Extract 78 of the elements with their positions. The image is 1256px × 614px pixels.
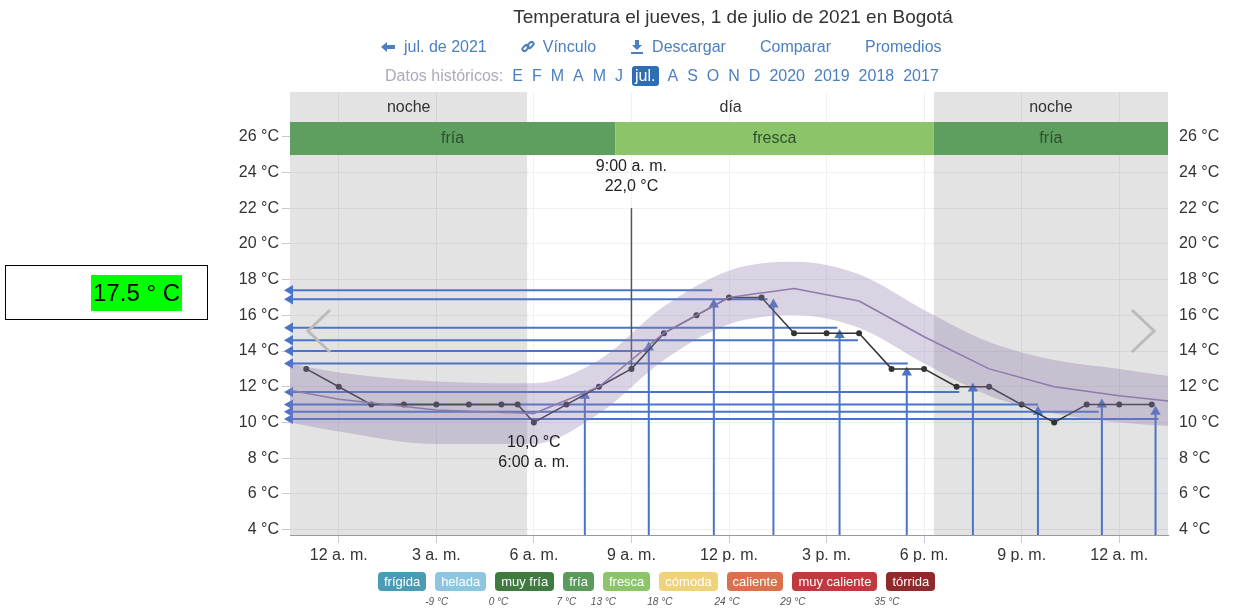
chart-title: Temperatura el jueves, 1 de julio de 2021 en Bogotá (512, 6, 954, 28)
text: cómoda (659, 572, 718, 591)
y2-tick-label: 8 °C (1179, 448, 1211, 466)
text: 7 °C (556, 596, 577, 607)
text: S (687, 67, 698, 85)
y-tick-label: 20 °C (238, 234, 279, 252)
text: N (728, 67, 740, 85)
y-tick-label: 10 °C (238, 412, 279, 430)
text: M (550, 67, 565, 85)
text: Promedios (865, 38, 942, 56)
x-tick-label: 12 a. m. (309, 546, 368, 564)
y2-tick-label: 14 °C (1179, 341, 1220, 359)
y-tick-label: 14 °C (238, 341, 279, 359)
annotation: 10,0 °C 6:00 a. m. (498, 432, 570, 470)
band-label: fría (441, 128, 465, 146)
y-tick-label: 16 °C (238, 305, 279, 323)
text: 24 °C (714, 596, 740, 607)
text: 18 °C (647, 596, 673, 607)
text: 35 °C (874, 596, 900, 607)
y2-tick-label: 10 °C (1179, 412, 1220, 430)
band-label: fría (1039, 128, 1063, 146)
text: 0 °C (488, 596, 509, 607)
y-tick-label: 12 °C (238, 377, 279, 395)
y-tick-label: 8 °C (247, 448, 279, 466)
annotation: 9:00 a. m. 22,0 °C (595, 156, 668, 194)
y2-tick-label: 18 °C (1179, 269, 1220, 287)
text: A (573, 67, 584, 85)
band-label: fresca (752, 128, 797, 146)
y2-tick-label: 16 °C (1179, 305, 1220, 323)
y-tick-label: 6 °C (247, 484, 279, 502)
text: O (706, 67, 720, 85)
x-tick-label: 3 a. m. (411, 546, 461, 564)
y2-tick-label: 20 °C (1179, 234, 1220, 252)
text: caliente (726, 572, 784, 591)
text: 13 °C (590, 596, 616, 607)
y2-tick-label: 24 °C (1179, 162, 1220, 180)
text: Vínculo (541, 38, 597, 56)
text: helada (435, 572, 487, 591)
text: 2019 (814, 67, 850, 85)
band-label: noche (1029, 98, 1073, 116)
text: 2018 (858, 67, 895, 85)
text: 29 °C (780, 596, 806, 607)
text: D (748, 67, 761, 85)
x-tick-label: 12 a. m. (1090, 546, 1149, 564)
y-tick-label: 26 °C (238, 127, 279, 145)
band-label: día (719, 98, 742, 116)
text: tórrida (886, 572, 936, 591)
text: 2020 (769, 67, 806, 85)
text: J (615, 67, 624, 85)
text: 2017 (903, 67, 939, 85)
y2-tick-label: 6 °C (1179, 484, 1211, 502)
text: Comparar (759, 38, 832, 56)
text: fría (563, 572, 594, 591)
y2-tick-label: 4 °C (1179, 520, 1211, 538)
x-tick-label: 9 a. m. (606, 546, 656, 564)
x-tick-label: 6 a. m. (509, 546, 559, 564)
y-tick-label: 24 °C (238, 162, 279, 180)
text: Datos históricos: (385, 67, 504, 85)
text: muy fría (495, 572, 555, 591)
text: 17.5 ° C (91, 274, 182, 311)
text: jul. de 2021 (402, 38, 487, 56)
y-tick-label: 18 °C (238, 269, 279, 287)
band-label: noche (386, 98, 431, 116)
text: Descargar (651, 38, 726, 56)
text: -9 °C (425, 596, 449, 607)
text: muy caliente (792, 572, 878, 591)
text: frígida (378, 572, 427, 591)
y-tick-label: 22 °C (238, 198, 279, 216)
text: E (512, 67, 523, 85)
text: fresca (602, 572, 651, 591)
y2-tick-label: 22 °C (1179, 198, 1220, 216)
y-tick-label: 4 °C (247, 520, 279, 538)
text: A (667, 67, 679, 85)
text: F (531, 67, 542, 85)
y2-tick-label: 26 °C (1179, 127, 1220, 145)
text: M (592, 67, 607, 85)
y2-tick-label: 12 °C (1179, 377, 1220, 395)
text: jul. (632, 66, 659, 86)
